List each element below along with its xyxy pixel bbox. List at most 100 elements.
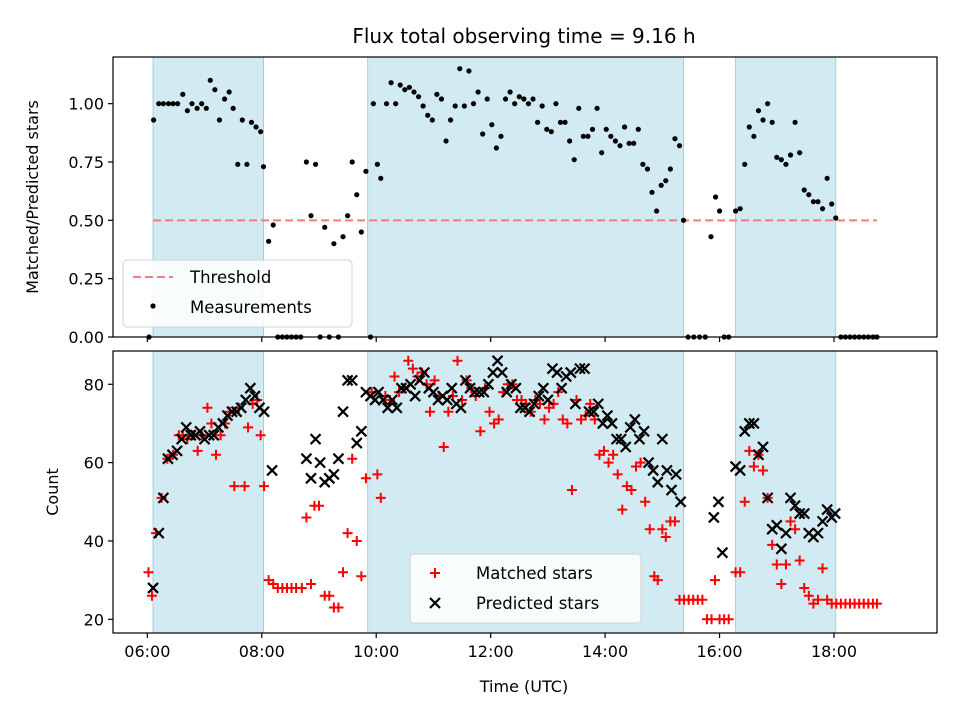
data-point bbox=[377, 394, 389, 406]
y-tick-label: 0.00 bbox=[68, 328, 104, 347]
data-point bbox=[776, 579, 787, 590]
data-point bbox=[617, 143, 623, 149]
legend-box bbox=[122, 259, 353, 328]
data-point bbox=[493, 414, 504, 425]
data-point bbox=[147, 582, 159, 594]
data-point bbox=[656, 433, 669, 445]
data-point bbox=[794, 555, 805, 566]
data-point bbox=[562, 119, 568, 125]
data-point bbox=[455, 402, 467, 414]
data-point bbox=[391, 402, 403, 414]
data-point bbox=[569, 398, 582, 410]
data-point bbox=[606, 417, 618, 430]
data-point bbox=[388, 80, 394, 86]
data-point bbox=[523, 405, 536, 418]
data-point bbox=[255, 430, 266, 441]
data-point bbox=[165, 101, 172, 107]
data-point bbox=[739, 496, 750, 507]
data-point bbox=[427, 386, 440, 398]
data-point bbox=[817, 563, 828, 574]
data-point bbox=[452, 103, 458, 109]
data-point bbox=[608, 133, 614, 139]
data-point bbox=[744, 445, 755, 456]
data-point bbox=[338, 567, 349, 578]
data-point bbox=[185, 429, 197, 441]
bottom-y-axis-label: Count bbox=[43, 468, 62, 516]
data-point bbox=[621, 124, 628, 130]
data-point bbox=[507, 89, 513, 95]
data-point bbox=[244, 161, 250, 167]
data-point bbox=[785, 516, 796, 527]
data-point bbox=[761, 492, 774, 504]
data-point bbox=[194, 105, 200, 111]
chart-title: Flux total observing time = 9.16 h bbox=[352, 24, 695, 48]
data-point bbox=[305, 472, 317, 485]
data-point bbox=[598, 445, 609, 456]
data-point bbox=[748, 417, 760, 430]
data-point bbox=[735, 567, 746, 578]
data-point bbox=[644, 166, 651, 172]
data-point bbox=[669, 516, 680, 527]
data-point bbox=[461, 103, 467, 109]
data-point bbox=[583, 405, 595, 418]
data-point bbox=[151, 117, 157, 123]
data-point bbox=[482, 378, 495, 391]
data-point bbox=[652, 575, 663, 586]
data-point bbox=[658, 182, 664, 188]
data-point bbox=[829, 201, 835, 207]
data-point bbox=[305, 579, 316, 590]
data-point bbox=[434, 91, 440, 97]
data-point bbox=[360, 473, 371, 484]
data-point bbox=[712, 496, 725, 508]
data-point bbox=[491, 355, 504, 367]
data-point bbox=[780, 559, 791, 570]
data-point bbox=[716, 546, 729, 559]
data-point bbox=[562, 418, 573, 429]
data-point bbox=[355, 425, 368, 438]
data-point bbox=[207, 429, 220, 441]
data-point bbox=[270, 222, 276, 228]
data-point bbox=[372, 469, 383, 480]
data-point bbox=[799, 582, 810, 593]
data-point bbox=[771, 559, 782, 570]
axes-frame bbox=[112, 350, 938, 634]
data-point bbox=[203, 429, 215, 441]
data-point bbox=[797, 150, 803, 156]
data-point bbox=[734, 464, 746, 477]
data-point bbox=[199, 101, 205, 107]
data-point bbox=[309, 433, 322, 445]
data-point bbox=[252, 394, 263, 405]
top-y-axis-label: Matched/Predicted stars bbox=[23, 100, 42, 294]
data-point bbox=[239, 394, 252, 406]
data-point bbox=[215, 430, 226, 441]
data-point bbox=[812, 527, 824, 539]
data-point bbox=[207, 77, 213, 83]
data-point bbox=[532, 390, 545, 402]
data-point bbox=[397, 82, 403, 88]
data-point bbox=[411, 89, 417, 95]
data-point bbox=[819, 206, 826, 212]
legend-box bbox=[409, 553, 642, 624]
x-tick-label: 16:00 bbox=[697, 642, 743, 661]
data-point bbox=[635, 126, 641, 132]
data-point bbox=[512, 101, 518, 107]
data-point bbox=[774, 154, 780, 160]
data-point bbox=[429, 117, 435, 123]
data-point bbox=[670, 468, 682, 481]
data-point bbox=[146, 590, 157, 601]
data-point bbox=[331, 241, 337, 247]
data-point bbox=[351, 535, 362, 546]
y-tick-label: 80 bbox=[84, 375, 104, 394]
data-point bbox=[615, 433, 627, 445]
data-point bbox=[610, 433, 623, 445]
data-point bbox=[824, 175, 830, 181]
y-tick-label: 0.50 bbox=[68, 211, 104, 230]
data-point bbox=[783, 161, 789, 167]
data-point bbox=[806, 192, 812, 198]
data-point bbox=[738, 425, 751, 438]
data-point bbox=[226, 405, 238, 418]
data-point bbox=[708, 511, 720, 524]
data-point bbox=[375, 492, 386, 503]
data-point bbox=[489, 122, 495, 128]
data-point bbox=[801, 187, 807, 193]
